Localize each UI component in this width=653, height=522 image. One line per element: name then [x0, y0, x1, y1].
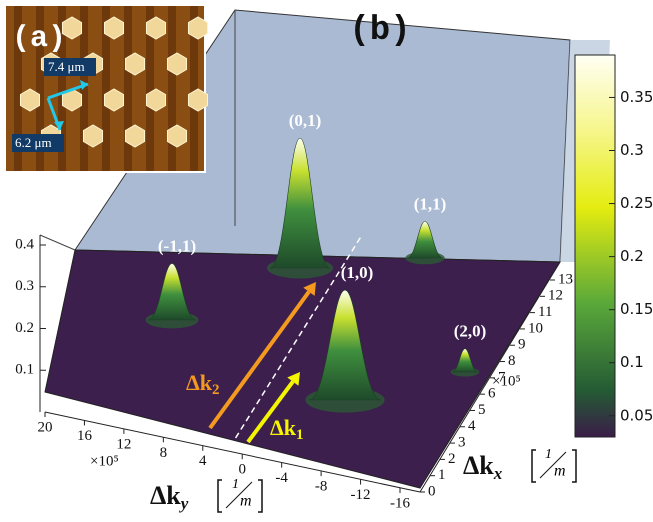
hexagon: [167, 125, 186, 147]
hexagon: [146, 89, 165, 111]
ky-tick-label: -16: [390, 495, 410, 511]
ky-tick-label: 12: [116, 436, 131, 452]
hexagon: [125, 125, 144, 147]
figure: (1,1) (0,1) (-1,1) (1,0) (2,0) 0.1 0.2 0.3 0.4 2…: [0, 0, 653, 522]
subscript: 1: [296, 427, 304, 443]
symbol: Δk: [186, 370, 213, 395]
ky-tick-label: 4: [199, 453, 207, 469]
hexagon: [125, 53, 144, 75]
ky-axis-label: Δky: [150, 481, 189, 513]
hexagon: [104, 17, 123, 39]
hexagon: [146, 17, 165, 39]
kx-tick-label: 2: [448, 451, 456, 467]
symbol: Δk: [463, 451, 494, 480]
peak-label: (1,1): [414, 194, 447, 213]
colorbar-ticks: 0.05 0.1 0.15 0.2 0.25 0.3 0.35: [609, 88, 653, 424]
kx-tick-label: 11: [538, 304, 552, 320]
kx-unit: 1 m: [532, 447, 576, 482]
hexagon: [104, 89, 123, 111]
kx-exponent: ×10⁵: [492, 373, 521, 389]
ky-tick-label: 16: [77, 428, 93, 444]
subscript: y: [179, 494, 189, 513]
kx-tick-label: 5: [478, 402, 486, 418]
kx-tick-label: 3: [458, 435, 466, 451]
ky-tick-label: -8: [315, 479, 328, 495]
z-tick-label: 0.3: [15, 278, 34, 294]
colorbar: [575, 55, 615, 437]
peak-label: (2,0): [454, 322, 487, 341]
box-edge: [40, 235, 75, 250]
kx-tick-label: 8: [508, 353, 516, 369]
inset: (a) 7.4 μm 6.2 μm: [5, 5, 208, 172]
ky-tick-label: 8: [160, 445, 168, 461]
unit-numerator: 1: [545, 447, 552, 462]
hexagon: [188, 89, 207, 111]
stripe: [124, 6, 132, 171]
hexagon: [20, 89, 39, 111]
subscript: 2: [212, 382, 220, 398]
colorbar-tick-label: 0.2: [620, 247, 644, 265]
kx-axis-label: Δkx: [463, 451, 503, 483]
kx-tick-label: 10: [528, 320, 543, 336]
panel-label: (a): [12, 22, 66, 56]
z-tick-label: 0.1: [15, 362, 34, 378]
unit-denominator: m: [554, 463, 566, 480]
scale-label: 7.4 μm: [48, 59, 85, 74]
ky-unit: 1 m: [218, 477, 262, 512]
colorbar-tick-label: 0.25: [620, 194, 653, 212]
kx-tick-label: 4: [468, 418, 476, 434]
colorbar-tick-label: 0.3: [620, 141, 644, 159]
ky-tick-label: 0: [238, 462, 246, 478]
peak-label: (-1,1): [158, 236, 196, 255]
unit-denominator: m: [240, 493, 252, 510]
colorbar-tick-label: 0.1: [620, 353, 644, 371]
hexagon: [83, 125, 102, 147]
colorbar-tick-label: 0.15: [620, 300, 653, 318]
kx-tick-label: 13: [558, 271, 573, 287]
kx-tick-label: 12: [548, 288, 563, 304]
symbol: Δk: [150, 481, 181, 510]
panel-label: (b): [349, 12, 410, 50]
ky-tick-label: -4: [275, 470, 288, 486]
ky-tick-label: 20: [38, 419, 53, 435]
kx-tick-label: 1: [438, 467, 446, 483]
z-tick-label: 0.2: [15, 320, 34, 336]
colorbar-tick-label: 0.35: [620, 88, 653, 106]
symbol: Δk: [270, 415, 297, 440]
kx-tick-label: 9: [518, 337, 526, 353]
subscript: x: [493, 464, 503, 483]
hexagon: [188, 17, 207, 39]
peak-label: (0,1): [289, 111, 322, 130]
ky-exponent: ×10⁵: [90, 453, 119, 469]
colorbar-tick-label: 0.05: [620, 406, 653, 424]
unit-numerator: 1: [232, 477, 239, 492]
hexagon: [167, 53, 186, 75]
z-tick-label: 0.4: [15, 236, 34, 252]
scale-label: 6.2 μm: [15, 135, 52, 150]
ky-tick-label: -12: [351, 487, 371, 503]
kx-tick-label: 0: [428, 483, 436, 499]
peak-label: (1,0): [341, 263, 374, 282]
